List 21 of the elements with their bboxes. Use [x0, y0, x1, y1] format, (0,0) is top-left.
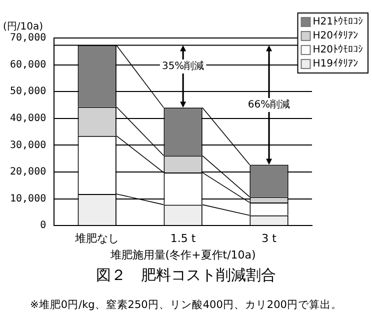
y-tick-label: 0 [40, 220, 46, 232]
legend-label: H20ｲﾀﾘｱﾝ [312, 30, 358, 42]
annotation: 66%削減 [248, 98, 290, 111]
text: 図２ 肥料コスト削減割合 [95, 266, 277, 285]
legend-label: H20ﾄｳﾓﾛｺｼ [312, 44, 364, 56]
y-axis-title: (円/10a) [3, 22, 44, 33]
x-tick-label: 3 t [262, 232, 278, 246]
y-tick-label: 40,000 [10, 112, 46, 124]
x-tick-label: 1.5 t [170, 232, 196, 246]
x-tick-label: 堆肥なし [74, 232, 120, 246]
y-tick-label: 30,000 [10, 140, 46, 151]
y-tick-label: 60,000 [10, 59, 46, 70]
legend-label: H19ｲﾀﾘｱﾝ [312, 58, 358, 70]
text: ※堆肥0円/kg、窒素250円、リン酸400円、カリ200円で算出。 [29, 298, 343, 312]
legend-label: H21ﾄｳﾓﾛｺｼ [312, 16, 364, 28]
y-tick-label: 10,000 [10, 193, 46, 204]
y-tick-label: 50,000 [10, 86, 46, 98]
y-tick-label: 70,000 [10, 32, 46, 44]
y-tick-label: 20,000 [10, 166, 46, 178]
x-axis-title: 堆肥施用量(冬作+夏作t/10a) [109, 248, 256, 262]
annotation: 35%削減 [162, 60, 204, 72]
